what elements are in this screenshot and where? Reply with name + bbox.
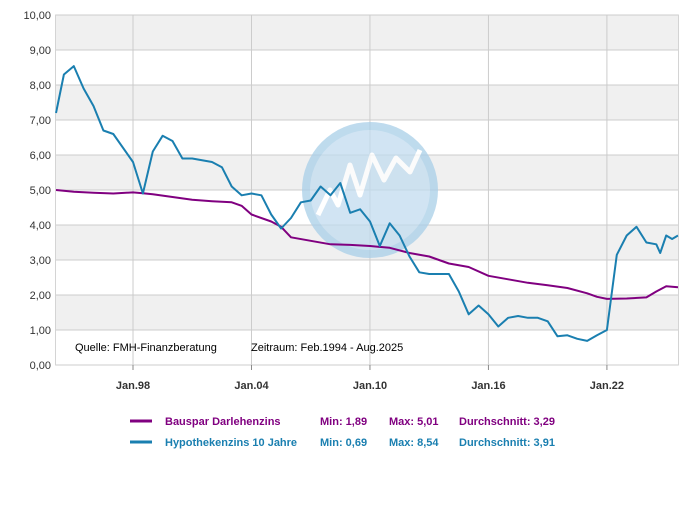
y-tick-label: 10,00 [23, 10, 51, 22]
legend: Bauspar Darlehenzins Min: 1,89 Max: 5,01… [130, 416, 555, 449]
y-tick-label: 6,00 [30, 150, 51, 162]
y-tick-label: 3,00 [30, 255, 51, 267]
grid-band [56, 295, 678, 330]
legend-min-hypothek: Min: 0,69 [320, 437, 367, 449]
x-axis-ticks: Jan.98 Jan.04 Jan.10 Jan.16 Jan.22 [116, 365, 624, 392]
x-tick-label: Jan.04 [234, 380, 269, 392]
x-tick-label: Jan.98 [116, 380, 150, 392]
grid-band [56, 50, 678, 85]
grid-band [56, 15, 678, 50]
grid-band [56, 85, 678, 120]
fmh-watermark-logo [302, 122, 438, 258]
y-tick-label: 7,00 [30, 115, 51, 127]
legend-min-bauspar: Min: 1,89 [320, 416, 367, 428]
x-tick-label: Jan.22 [590, 380, 624, 392]
legend-label-bauspar: Bauspar Darlehenzins [165, 416, 281, 428]
legend-max-hypothek: Max: 8,54 [389, 437, 439, 449]
legend-max-bauspar: Max: 5,01 [389, 416, 439, 428]
x-tick-label: Jan.10 [353, 380, 387, 392]
legend-avg-bauspar: Durchschnitt: 3,29 [459, 416, 555, 428]
grid-band [56, 260, 678, 295]
y-axis-ticks: 0,00 1,00 2,00 3,00 4,00 5,00 6,00 7,00 8,00 9,00… [23, 10, 51, 372]
period-annotation: Zeitraum: Feb.1994 - Aug.2025 [251, 342, 403, 354]
legend-label-hypothek: Hypothekenzins 10 Jahre [165, 437, 297, 449]
source-annotation: Quelle: FMH-Finanzberatung [75, 342, 217, 354]
y-tick-label: 5,00 [30, 185, 51, 197]
y-tick-label: 8,00 [30, 80, 51, 92]
series-line-0 [55, 189, 679, 300]
y-tick-label: 0,00 [30, 360, 51, 372]
y-tick-label: 9,00 [30, 45, 51, 57]
y-tick-label: 2,00 [30, 290, 51, 302]
grid-band [56, 330, 678, 365]
legend-avg-hypothek: Durchschnitt: 3,91 [459, 437, 555, 449]
y-tick-label: 4,00 [30, 220, 51, 232]
x-tick-label: Jan.16 [471, 380, 505, 392]
series-lines [55, 65, 679, 342]
y-tick-label: 1,00 [30, 325, 51, 337]
series-line-1 [55, 65, 679, 342]
